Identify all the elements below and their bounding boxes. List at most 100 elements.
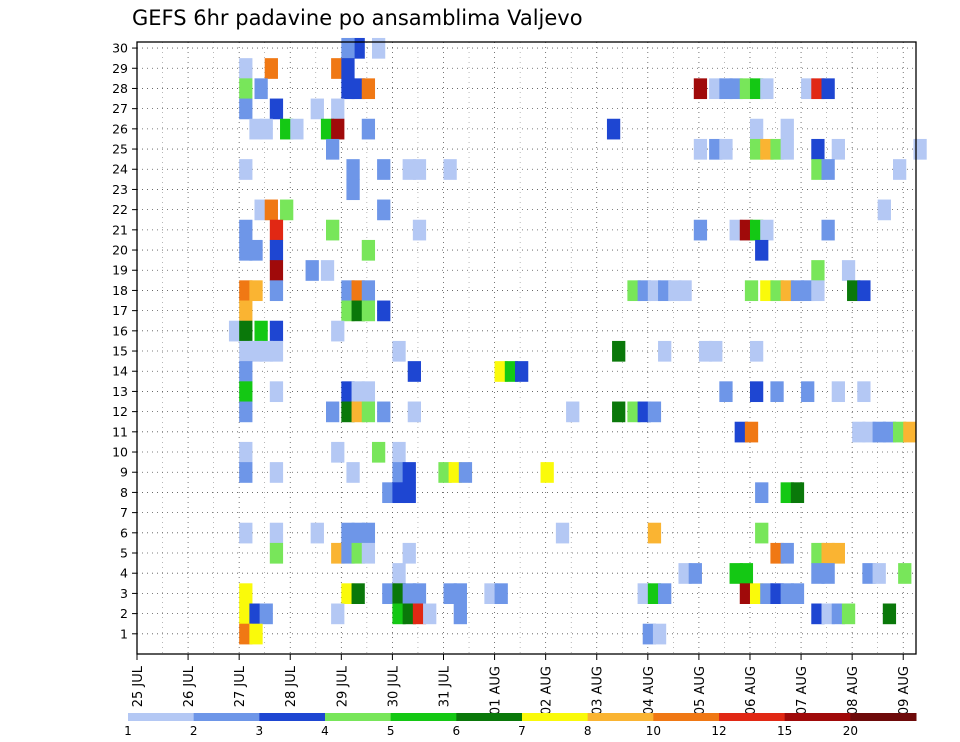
precip-cell: [331, 542, 345, 564]
y-tick-label: 29: [112, 61, 128, 76]
precip-cell: [739, 78, 754, 100]
legend-swatch: [128, 713, 195, 721]
precip-cell: [749, 138, 764, 160]
precip-cell: [811, 138, 825, 160]
legend-label: 8: [584, 724, 592, 738]
precip-cell: [780, 280, 794, 302]
y-tick-label: 11: [112, 424, 128, 439]
precip-cell: [729, 563, 743, 584]
precip-cell: [729, 78, 743, 100]
precip-cell: [811, 542, 825, 564]
precip-cell: [872, 563, 886, 584]
precip-cell: [862, 563, 876, 584]
y-tick-label: 22: [112, 202, 128, 217]
precip-cell: [893, 159, 907, 180]
precip-cell: [647, 401, 662, 423]
precip-cell: [734, 421, 748, 443]
precip-cell: [412, 219, 427, 241]
y-tick-label: 9: [120, 465, 128, 480]
precip-cell: [412, 583, 427, 605]
precip-cell: [310, 522, 324, 544]
precip-cell: [494, 361, 508, 382]
precip-cell: [341, 401, 355, 423]
precip-cell: [606, 118, 621, 140]
legend-swatch: [259, 713, 326, 721]
precip-cell: [239, 381, 253, 403]
precip-cell: [831, 603, 845, 625]
x-tick-label: 08 AUG: [846, 666, 861, 715]
precip-cell: [239, 280, 253, 302]
precip-cell: [744, 280, 759, 302]
precip-cell: [239, 462, 253, 483]
precip-cell: [249, 603, 263, 625]
precip-cell: [566, 401, 580, 423]
precip-cell: [269, 320, 284, 342]
precip-cell: [259, 118, 273, 140]
precip-cell: [331, 58, 345, 79]
precip-cell: [693, 219, 708, 241]
x-tick-label: 09 AUG: [897, 666, 912, 715]
y-tick-label: 5: [120, 546, 128, 561]
legend-label: 5: [387, 724, 395, 738]
x-tick-label: 31 JUL: [437, 665, 452, 707]
x-tick-label: 26 JUL: [182, 665, 197, 707]
precip-cell: [351, 78, 365, 100]
precip-cell: [494, 583, 508, 605]
precip-cell: [898, 563, 912, 584]
precip-cell: [331, 603, 345, 625]
precip-cell: [382, 482, 396, 504]
precip-cell: [515, 361, 529, 382]
precip-cell: [377, 401, 391, 423]
precip-cell: [269, 381, 284, 403]
precip-cell: [280, 118, 294, 140]
precip-cell: [749, 583, 764, 605]
y-tick-label: 1: [120, 626, 128, 641]
precip-cell: [658, 583, 672, 605]
precip-cell: [749, 219, 764, 241]
precip-cell: [377, 300, 391, 322]
y-tick-label: 6: [120, 525, 128, 540]
precip-cell: [882, 421, 897, 443]
precip-cell: [249, 623, 263, 645]
precip-cell: [821, 542, 835, 564]
precip-cell: [402, 583, 416, 605]
precip-cell: [254, 78, 268, 100]
precip-cell: [341, 522, 355, 544]
precip-cell: [857, 280, 871, 302]
precip-cell: [637, 280, 651, 302]
precip-cell: [402, 462, 416, 483]
precip-cell: [760, 78, 774, 100]
y-tick-label: 12: [112, 404, 128, 419]
precip-cell: [269, 462, 284, 483]
precip-cell: [264, 58, 278, 79]
precip-cell: [361, 401, 376, 423]
precip-cell: [749, 381, 764, 403]
precip-cell: [755, 482, 769, 504]
legend-label: 7: [518, 724, 526, 738]
y-tick-label: 19: [112, 263, 128, 278]
precip-cell: [259, 603, 273, 625]
precip-cell: [351, 300, 365, 322]
precip-cell: [239, 320, 253, 342]
precip-cell: [351, 381, 365, 403]
precip-cell: [392, 462, 406, 483]
x-tick-label: 28 JUL: [284, 665, 299, 707]
precip-cell: [361, 300, 376, 322]
precip-cell: [264, 199, 278, 221]
precip-cell: [458, 462, 473, 483]
precip-cell: [749, 118, 764, 140]
precip-cell: [811, 603, 825, 625]
precip-cell: [239, 219, 253, 241]
precip-cell: [755, 522, 769, 544]
precip-cell: [811, 78, 825, 100]
precip-cell: [811, 280, 825, 302]
x-tick-label: 02 AUG: [540, 666, 555, 715]
precip-cell: [249, 340, 263, 362]
y-tick-label: 10: [112, 445, 128, 460]
precip-cell: [693, 78, 708, 100]
precip-cell: [412, 603, 427, 625]
chart-title: GEFS 6hr padavine po ansamblima Valjevo: [132, 6, 583, 30]
precip-cell: [678, 280, 692, 302]
precip-cell: [729, 219, 743, 241]
precip-cell: [269, 280, 284, 302]
